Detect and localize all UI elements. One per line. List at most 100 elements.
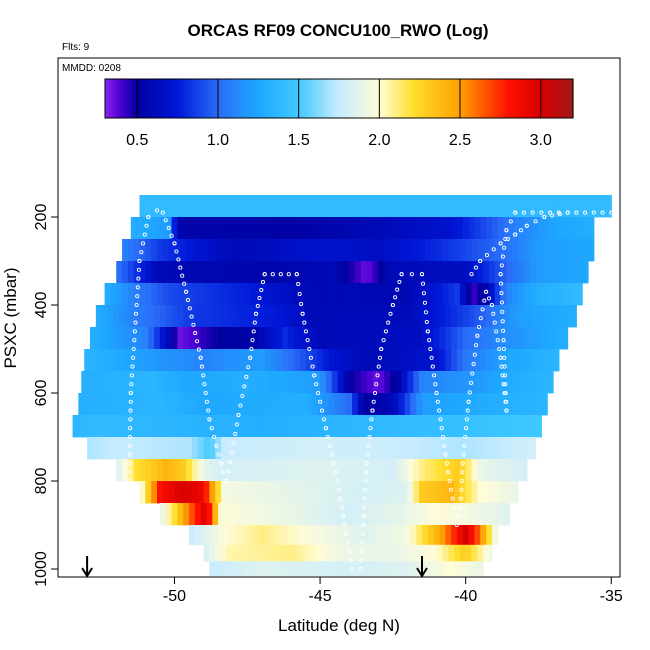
heatmap-cell [151, 437, 158, 460]
heatmap-cell [427, 525, 435, 546]
heatmap-cell [189, 525, 196, 546]
heatmap-cell [494, 239, 502, 262]
heatmap-cell [253, 525, 260, 546]
heatmap-cell [419, 459, 426, 482]
track-point [133, 320, 138, 325]
colorbar-swatch [429, 79, 434, 118]
heatmap-cell [90, 415, 97, 438]
colorbar-swatch [432, 79, 437, 118]
heatmap-cell [445, 525, 452, 546]
track-point [169, 233, 174, 238]
heatmap-cell [366, 459, 374, 482]
track-point [424, 319, 429, 324]
colorbar-tick-label: 1.5 [288, 132, 310, 149]
heatmap-cell [223, 349, 231, 372]
heatmap-cell [148, 415, 155, 438]
heatmap-cell [357, 217, 365, 240]
heatmap-cell [480, 349, 487, 372]
heatmap-cell [384, 544, 391, 562]
heatmap-cell [95, 305, 103, 328]
heatmap-cell [279, 459, 286, 482]
heatmap-cell [285, 561, 292, 576]
heatmap-cell [486, 393, 493, 416]
heatmap-cell [488, 261, 496, 284]
colorbar-swatch [339, 79, 343, 118]
heatmap-cell [468, 305, 475, 328]
heatmap-cell [389, 261, 397, 284]
heatmap-cell [480, 503, 487, 526]
heatmap-cell [553, 283, 560, 306]
heatmap-cell [314, 459, 321, 482]
heatmap-cell [419, 239, 426, 262]
track-point [465, 408, 470, 413]
heatmap-cell [127, 261, 135, 284]
colorbar-swatch [111, 79, 116, 118]
heatmap-cell [119, 349, 126, 372]
heatmap-cell [500, 261, 508, 284]
heatmap-cell [133, 371, 141, 394]
heatmap-cell [404, 525, 411, 546]
heatmap-cell [430, 544, 438, 562]
heatmap-cell [194, 393, 202, 416]
heatmap-cell [360, 437, 368, 460]
heatmap-cell [244, 561, 251, 576]
track-point [299, 301, 304, 306]
heatmap-cell [171, 305, 178, 328]
heatmap-cell [439, 393, 446, 416]
heatmap-cell [221, 239, 228, 262]
heatmap-cell [101, 305, 109, 328]
heatmap-cell [331, 261, 339, 284]
heatmap-cell [235, 525, 243, 546]
heatmap-cell [582, 195, 589, 218]
heatmap-cell [366, 544, 374, 562]
heatmap-cell [331, 459, 339, 482]
heatmap-cell [381, 503, 388, 526]
colorbar-swatch [385, 79, 390, 118]
track-point [163, 218, 168, 223]
colorbar-swatch [409, 79, 414, 118]
track-point [393, 295, 398, 300]
heatmap-cell [139, 261, 146, 284]
heatmap-cell [462, 503, 470, 526]
heatmap-cell [241, 349, 248, 372]
colorbar-swatch [462, 79, 467, 118]
heatmap-cell [518, 459, 525, 482]
track-point [257, 295, 262, 301]
track-point [502, 373, 508, 378]
heatmap-cell [151, 195, 158, 218]
colorbar-swatch [175, 79, 180, 118]
heatmap-cell [424, 371, 432, 394]
heatmap-cell [454, 544, 461, 562]
heatmap-cell [372, 459, 379, 482]
heatmap-cell [288, 327, 295, 350]
heatmap-cell [427, 415, 435, 438]
heatmap-cell [165, 305, 173, 328]
colorbar-swatch [328, 79, 333, 118]
heatmap-cell [285, 261, 292, 284]
heatmap-cell [454, 481, 461, 504]
track-point [209, 426, 214, 431]
heatmap-cell [159, 305, 167, 328]
track-point [133, 311, 139, 316]
heatmap-cell [491, 503, 499, 526]
track-point [458, 505, 463, 510]
heatmap-cell [72, 415, 79, 438]
heatmap-cell [322, 525, 330, 546]
heatmap-cell [439, 327, 446, 350]
heatmap-cell [110, 371, 117, 394]
track-point [475, 333, 480, 338]
heatmap-cell [529, 239, 537, 262]
track-point [207, 417, 212, 422]
heatmap-cell [256, 195, 263, 218]
heatmap-cell [500, 481, 508, 504]
heatmap-cell [314, 239, 321, 262]
heatmap-cell [512, 437, 519, 460]
heatmap-cell [349, 459, 356, 482]
track-point [427, 338, 432, 343]
heatmap-cell [320, 371, 327, 394]
track-point [136, 267, 142, 272]
heatmap-cell [104, 283, 112, 306]
heatmap-cell [427, 217, 435, 240]
heatmap-cell [279, 544, 286, 562]
heatmap-cell [448, 544, 455, 562]
